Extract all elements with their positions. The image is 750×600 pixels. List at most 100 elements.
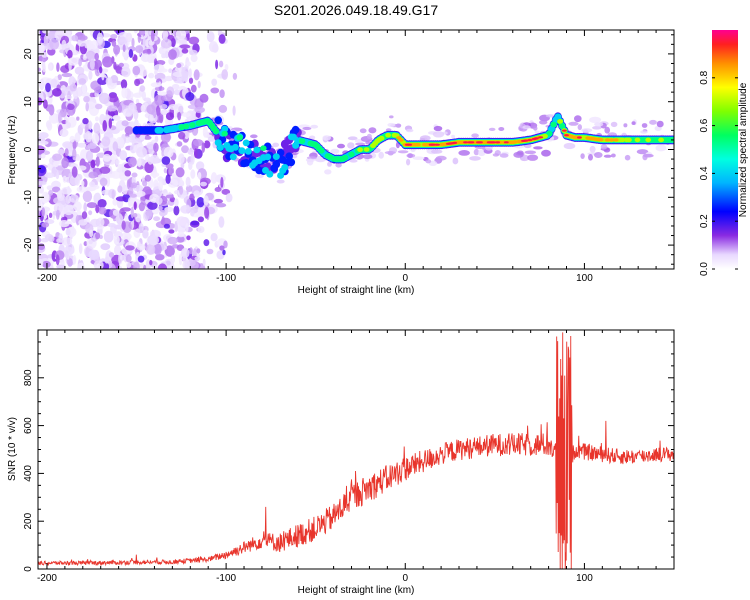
ridge-segment xyxy=(229,153,237,161)
ridge-segment xyxy=(242,159,250,167)
ridge-segment xyxy=(463,141,468,144)
noise-blob xyxy=(140,104,146,113)
noise-blob xyxy=(115,213,124,225)
colorbar: 0.0 0.2 0.4 0.6 0.8 Normalized spectral ampl… xyxy=(699,30,749,276)
noise-blob xyxy=(113,44,121,55)
halo-blob xyxy=(589,145,596,153)
noise-blob xyxy=(221,69,228,80)
noise-blob xyxy=(146,208,153,220)
noise-blob xyxy=(91,133,100,145)
noise-blob xyxy=(121,66,131,78)
noise-blob xyxy=(186,61,191,67)
noise-blob xyxy=(139,68,148,77)
noise-blob xyxy=(179,185,184,195)
noise-blob xyxy=(38,132,49,139)
noise-blob xyxy=(197,216,204,223)
noise-blob xyxy=(51,186,61,193)
noise-blob xyxy=(46,185,53,191)
noise-blob xyxy=(45,120,52,129)
noise-blob xyxy=(174,198,179,207)
ridge-segment xyxy=(260,145,267,151)
noise-blob xyxy=(203,140,211,149)
ridge-segment xyxy=(435,143,440,146)
noise-blob xyxy=(127,102,137,115)
noise-blob xyxy=(201,142,206,153)
noise-blob xyxy=(137,255,145,263)
halo-blob xyxy=(389,115,394,119)
halo-blob xyxy=(624,154,631,161)
noise-blob xyxy=(134,78,141,87)
y-tick-label: 200 xyxy=(23,512,34,529)
halo-blob xyxy=(533,126,538,131)
noise-blob xyxy=(125,254,132,263)
noise-blob xyxy=(93,122,101,135)
noise-blob xyxy=(56,62,60,72)
halo-blob xyxy=(594,152,603,158)
noise-blob xyxy=(44,172,55,179)
x-tick-label: -200 xyxy=(37,273,57,284)
noise-blob xyxy=(88,70,93,80)
halo-blob xyxy=(362,154,373,160)
noise-blob xyxy=(127,156,137,168)
ridge-segment xyxy=(272,160,281,169)
noise-blob xyxy=(99,177,108,187)
noise-blob xyxy=(86,202,98,209)
noise-blob xyxy=(69,83,78,92)
ridge-segment xyxy=(512,140,518,144)
noise-blob xyxy=(146,243,156,255)
noise-blob xyxy=(176,63,182,68)
noise-blob xyxy=(109,154,118,161)
noise-blob xyxy=(186,235,191,241)
ridge-segment xyxy=(363,147,370,152)
noise-blob xyxy=(48,104,55,116)
noise-blob xyxy=(80,92,91,97)
noise-blob xyxy=(55,171,60,180)
noise-blob xyxy=(149,114,154,122)
halo-blob xyxy=(498,127,505,131)
ridge-segment xyxy=(238,147,246,155)
noise-blob xyxy=(83,202,87,213)
noise-blob xyxy=(56,190,65,202)
noise-blob xyxy=(155,254,165,261)
noise-blob xyxy=(74,132,81,143)
noise-blob xyxy=(121,87,128,99)
halo-blob xyxy=(327,161,332,167)
halo-blob xyxy=(568,121,579,126)
halo-blob xyxy=(592,126,602,130)
colorbar-gradient xyxy=(712,30,738,269)
noise-blob xyxy=(213,198,223,204)
noise-blob xyxy=(83,96,90,103)
ridge-segment xyxy=(562,129,567,132)
noise-blob xyxy=(188,68,192,79)
noise-blob xyxy=(71,166,78,178)
noise-blob xyxy=(76,86,83,97)
noise-blob xyxy=(139,30,146,36)
noise-blob xyxy=(84,43,96,50)
noise-blob xyxy=(98,206,107,215)
noise-blob xyxy=(170,30,176,35)
noise-blob xyxy=(174,220,178,233)
noise-blob xyxy=(133,201,137,211)
noise-blob xyxy=(96,32,104,44)
noise-blob xyxy=(158,180,164,191)
noise-blob xyxy=(108,118,113,129)
noise-blob xyxy=(53,160,59,168)
ridge-segment xyxy=(318,148,325,154)
ridge-segment xyxy=(398,138,404,142)
halo-blob xyxy=(513,151,524,158)
noise-blob xyxy=(126,262,132,268)
ridge-segment xyxy=(564,134,569,137)
noise-blob xyxy=(167,236,178,245)
noise-blob xyxy=(96,263,102,269)
noise-blob xyxy=(104,256,110,264)
noise-blob xyxy=(203,239,210,247)
noise-blob xyxy=(184,259,190,269)
noise-blob xyxy=(154,94,165,106)
noise-blob xyxy=(94,86,102,94)
noise-blob xyxy=(140,53,151,63)
noise-blob xyxy=(95,232,101,240)
noise-blob xyxy=(202,258,206,267)
ridge-segment xyxy=(156,126,164,134)
